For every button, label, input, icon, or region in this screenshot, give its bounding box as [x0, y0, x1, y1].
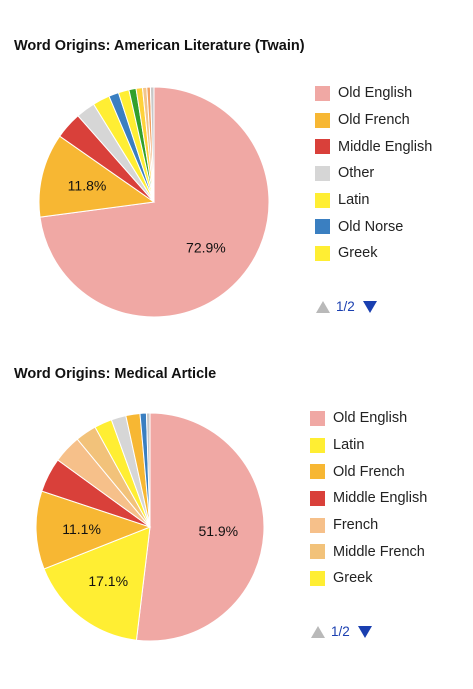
- legend-swatch: [315, 85, 330, 101]
- legend-swatch: [315, 112, 330, 128]
- legend-item-french[interactable]: French: [310, 512, 427, 539]
- page-down-icon[interactable]: [362, 300, 377, 313]
- chart-title: Word Origins: Medical Article: [14, 366, 217, 382]
- slice-data-label: 11.8%: [68, 178, 107, 194]
- legend-twain: Old English Old French Middle English Other…: [315, 80, 432, 267]
- legend-item-old-english[interactable]: Old English: [315, 80, 432, 107]
- legend-swatch: [310, 410, 325, 426]
- pie-slice-unlabeled-10[interactable]: [145, 412, 151, 528]
- legend-pager-medical[interactable]: 1/2: [311, 624, 372, 639]
- pie-slice-unlabeled-11[interactable]: [149, 86, 155, 203]
- legend-swatch: [315, 139, 330, 155]
- pie-slice-old-english[interactable]: [135, 412, 265, 642]
- pie-chart-medical: 51.9% 17.1% 11.1%: [35, 412, 265, 642]
- legend-label: Middle French: [333, 543, 425, 560]
- legend-swatch: [310, 517, 325, 533]
- slice-data-label: 11.1%: [62, 521, 101, 537]
- legend-item-latin[interactable]: Latin: [315, 187, 432, 214]
- legend-label: Old French: [338, 112, 410, 129]
- legend-item-old-french[interactable]: Old French: [315, 107, 432, 134]
- slice-data-label: 17.1%: [88, 573, 128, 589]
- legend-item-other[interactable]: Other: [315, 160, 432, 187]
- legend-medical: Old English Latin Old French Middle English…: [310, 405, 427, 592]
- chart-title: Word Origins: American Literature (Twain…: [14, 38, 305, 54]
- legend-swatch: [310, 464, 325, 480]
- legend-swatch: [310, 570, 325, 586]
- slice-data-label: 51.9%: [198, 523, 238, 539]
- page-up-icon[interactable]: [311, 625, 325, 638]
- page-down-icon[interactable]: [357, 625, 372, 638]
- legend-item-middle-french[interactable]: Middle French: [310, 538, 427, 565]
- pager-text: 1/2: [331, 624, 350, 639]
- legend-swatch: [315, 192, 330, 208]
- legend-item-old-french[interactable]: Old French: [310, 458, 427, 485]
- legend-swatch: [315, 219, 330, 235]
- legend-label: Latin: [333, 437, 365, 454]
- legend-label: Middle English: [333, 490, 428, 507]
- legend-item-old-english[interactable]: Old English: [310, 405, 427, 432]
- legend-swatch: [315, 245, 330, 261]
- pager-text: 1/2: [336, 299, 355, 314]
- legend-label: Other: [338, 165, 375, 182]
- pie-slice-old-french[interactable]: [38, 135, 156, 218]
- legend-label: Middle English: [338, 138, 433, 155]
- pie-slice-old-french[interactable]: [35, 490, 152, 570]
- legend-label: Greek: [333, 570, 373, 587]
- slice-data-label: 72.9%: [186, 240, 226, 256]
- legend-item-latin[interactable]: Latin: [310, 432, 427, 459]
- legend-swatch: [315, 165, 330, 181]
- legend-swatch: [310, 437, 325, 453]
- legend-item-old-norse[interactable]: Old Norse: [315, 213, 432, 240]
- pie-chart-twain: 72.9% 11.8%: [38, 86, 270, 318]
- legend-label: Old French: [333, 463, 405, 480]
- legend-item-middle-english[interactable]: Middle English: [310, 485, 427, 512]
- legend-label: Latin: [338, 192, 370, 209]
- legend-swatch: [310, 544, 325, 560]
- legend-item-greek[interactable]: Greek: [315, 240, 432, 267]
- legend-swatch: [310, 490, 325, 506]
- legend-label: French: [333, 517, 379, 534]
- legend-label: Greek: [338, 245, 378, 262]
- page-up-icon[interactable]: [316, 300, 330, 313]
- legend-item-middle-english[interactable]: Middle English: [315, 133, 432, 160]
- legend-pager-twain[interactable]: 1/2: [316, 299, 377, 314]
- pie-slice-latin[interactable]: [43, 526, 151, 641]
- legend-item-greek[interactable]: Greek: [310, 565, 427, 592]
- legend-label: Old Norse: [338, 218, 404, 235]
- legend-label: Old English: [333, 410, 408, 427]
- legend-label: Old English: [338, 85, 413, 102]
